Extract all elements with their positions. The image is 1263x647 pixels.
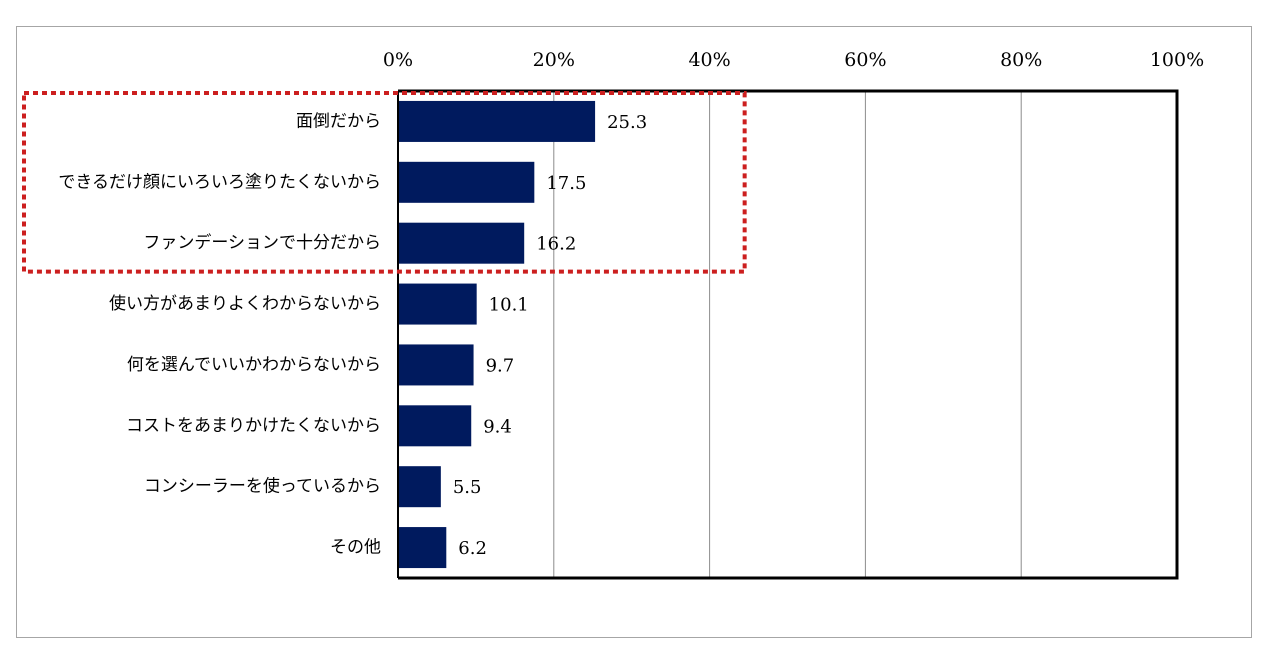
- gridlines: [553, 91, 1022, 578]
- chart-frame: [16, 26, 1252, 638]
- x-tick-label: 100%: [1150, 49, 1204, 71]
- value-label: 10.1: [489, 295, 529, 316]
- highlight-group: [22, 91, 747, 274]
- bar: [398, 344, 474, 386]
- category-label: その他: [330, 538, 381, 558]
- value-label: 16.2: [536, 234, 576, 255]
- value-labels: 25.3 17.5 16.2 10.1 9.7 9.4 5.5 6.2: [453, 112, 647, 559]
- value-label: 9.4: [483, 416, 512, 437]
- x-tick-label: 20%: [533, 49, 575, 71]
- bar: [398, 466, 441, 508]
- category-label: 何を選んでいいかわからないから: [127, 355, 381, 375]
- category-label: 使い方があまりよくわからないから: [109, 293, 381, 314]
- category-label: コストをあまりかけたくないから: [126, 416, 381, 436]
- bar: [398, 100, 596, 142]
- bar: [398, 405, 472, 447]
- x-tick-label: 60%: [844, 49, 886, 71]
- bar: [398, 161, 535, 203]
- x-tick-label: 40%: [688, 49, 730, 71]
- value-label: 6.2: [458, 538, 487, 559]
- plot-area-border: [398, 89, 1179, 580]
- value-label: 5.5: [453, 477, 482, 498]
- x-tick-label: 80%: [1000, 49, 1042, 71]
- category-label: コンシーラーを使っているから: [144, 476, 381, 497]
- bar: [398, 222, 525, 264]
- category-label: できるだけ顔にいろいろ塗りたくないから: [58, 171, 381, 192]
- category-label: 面倒だから: [296, 111, 381, 131]
- plot-border: [397, 89, 1179, 580]
- bar: [398, 527, 447, 569]
- category-labels: 面倒だからできるだけ顔にいろいろ塗りたくないからファンデーションで十分だから使い…: [58, 111, 381, 557]
- value-label: 9.7: [486, 355, 515, 376]
- bars: [398, 100, 596, 569]
- value-label: 25.3: [607, 112, 647, 133]
- category-label: ファンデーションで十分だから: [143, 232, 381, 253]
- x-tick-labels: 0% 20% 40% 60% 80% 100%: [383, 49, 1204, 71]
- value-label: 17.5: [546, 173, 586, 194]
- x-tick-label: 0%: [383, 49, 413, 71]
- highlight-box: [22, 91, 747, 274]
- bar: [398, 283, 477, 325]
